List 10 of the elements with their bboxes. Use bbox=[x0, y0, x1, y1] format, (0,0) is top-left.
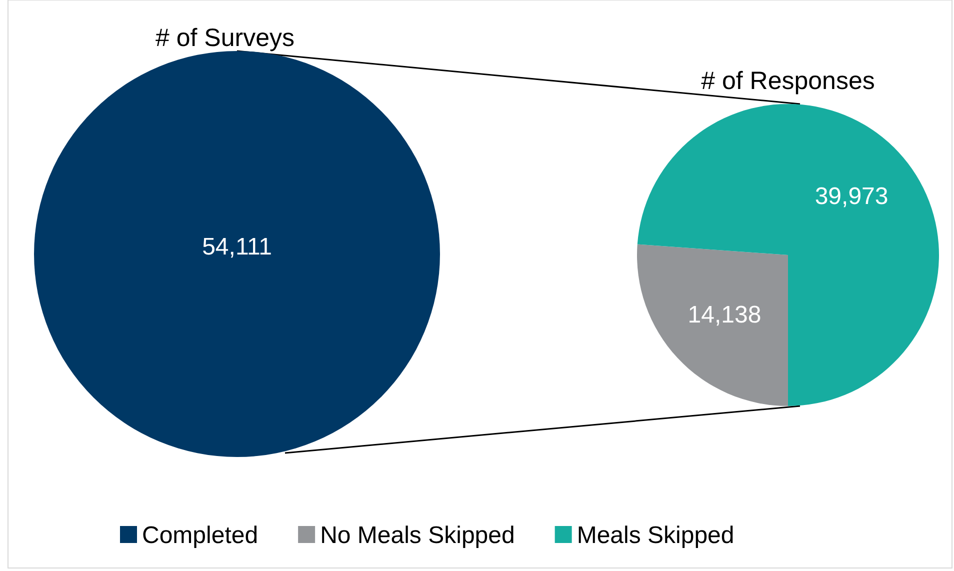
legend-label: Completed bbox=[142, 522, 258, 549]
data-label: 14,138 bbox=[688, 302, 762, 329]
legend-label: Meals Skipped bbox=[576, 522, 734, 549]
data-label: 39,973 bbox=[814, 183, 888, 210]
legend-label: No Meals Skipped bbox=[320, 522, 515, 549]
pie-slice bbox=[637, 104, 939, 406]
data-label: 54,111 bbox=[202, 233, 272, 260]
chart-title: # of Surveys bbox=[156, 24, 294, 52]
chart-title: # of Responses bbox=[701, 67, 875, 95]
pie-slice bbox=[637, 244, 788, 406]
